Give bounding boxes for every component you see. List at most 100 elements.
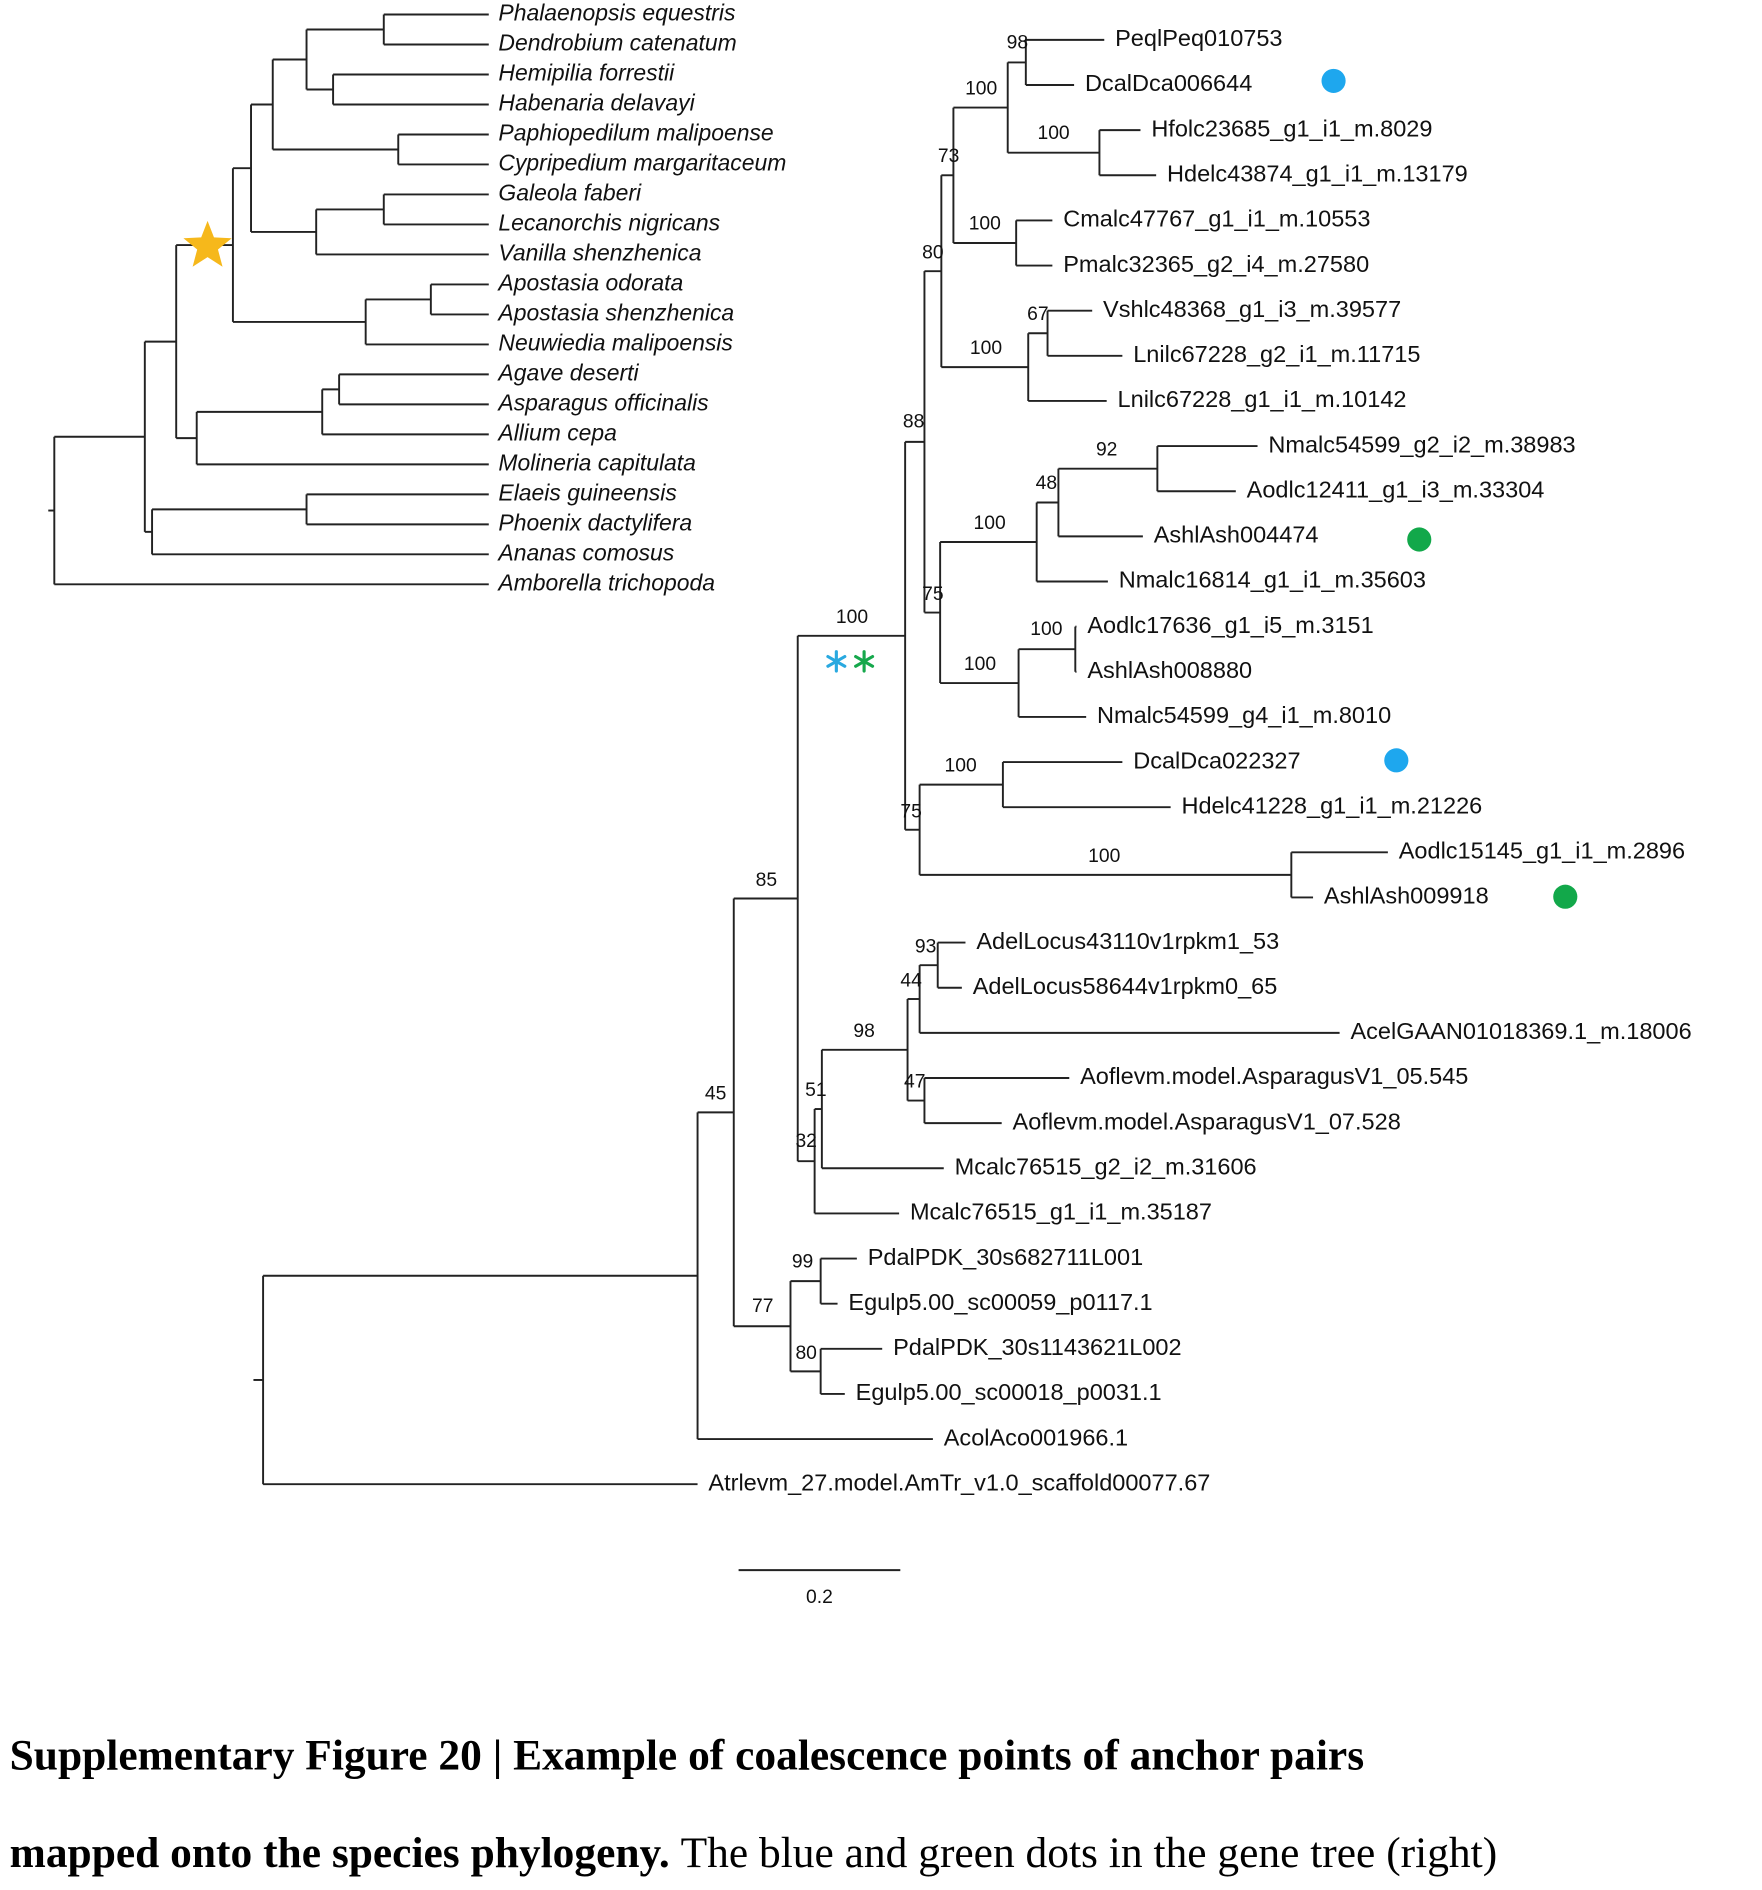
gene-label: Aoflevm.model.AsparagusV1_05.545 <box>1080 1063 1468 1089</box>
gene-label: AshlAsh008880 <box>1087 657 1252 683</box>
gene-label: Aodlc15145_g1_i1_m.2896 <box>1399 838 1685 864</box>
species-label: Apostasia shenzhenica <box>496 299 734 325</box>
gene-label: Nmalc54599_g4_i1_m.8010 <box>1097 702 1391 728</box>
species-label: Amborella trichopoda <box>496 569 715 595</box>
gene-label: Vshlc48368_g1_i3_m.39577 <box>1103 296 1401 322</box>
gene-label: AdelLocus58644v1rpkm0_65 <box>973 973 1278 999</box>
gene-label: Mcalc76515_g2_i2_m.31606 <box>955 1153 1257 1179</box>
caption-line: mapped onto the species phylogeny. The bl… <box>10 1829 1498 1877</box>
gene-label: Aoflevm.model.AsparagusV1_07.528 <box>1013 1108 1401 1134</box>
species-label: Ananas comosus <box>496 539 674 565</box>
support-value: 75 <box>900 801 921 822</box>
caption-text: The blue and green dots in the gene tree… <box>681 1829 1498 1877</box>
gene-label: DcalDca022327 <box>1133 747 1300 773</box>
blue-dot <box>1321 68 1346 93</box>
gene-label: Egulp5.00_sc00018_p0031.1 <box>856 1379 1162 1405</box>
species-label: Lecanorchis nigricans <box>498 210 720 236</box>
support-value: 100 <box>836 607 868 628</box>
support-value: 80 <box>795 1343 816 1364</box>
support-value: 80 <box>922 243 943 264</box>
support-value: 88 <box>903 412 924 433</box>
gene-label: DcalDca006644 <box>1085 70 1252 96</box>
gene-tree: PeqlPeq010753 DcalDca006644 Hfolc23685_g1_… <box>253 25 1692 1495</box>
species-label: Hemipilia forrestii <box>498 60 675 86</box>
gene-label: Egulp5.00_sc00059_p0117.1 <box>848 1289 1152 1315</box>
caption-title: mapped onto the species phylogeny. <box>10 1829 670 1877</box>
gene-label: PdalPDK_30s1143621L002 <box>893 1334 1182 1360</box>
support-value: 45 <box>705 1084 726 1105</box>
support-value: 92 <box>1096 439 1117 460</box>
species-label: Galeola faberi <box>498 180 642 206</box>
support-value: 98 <box>853 1021 874 1042</box>
support-value: 44 <box>900 970 922 991</box>
support-value: 48 <box>1036 473 1057 494</box>
asterisk-blue <box>826 650 847 673</box>
species-label: Phoenix dactylifera <box>498 509 692 535</box>
gene-label: AshlAsh004474 <box>1154 522 1319 548</box>
support-value: 47 <box>904 1072 925 1093</box>
green-dot <box>1407 527 1432 552</box>
gene-label: Nmalc16814_g1_i1_m.35603 <box>1119 567 1426 593</box>
species-label: Agave deserti <box>496 359 639 385</box>
support-value: 51 <box>805 1080 826 1101</box>
species-label: Asparagus officinalis <box>496 389 708 415</box>
star-marker <box>183 220 232 267</box>
support-value: 100 <box>1088 846 1120 867</box>
gene-label: Nmalc54599_g2_i2_m.38983 <box>1268 431 1575 457</box>
gene-label: AcelGAAN01018369.1_m.18006 <box>1350 1018 1691 1044</box>
species-label: Vanilla shenzhenica <box>498 240 701 266</box>
gene-label: Pmalc32365_g2_i4_m.27580 <box>1063 251 1369 277</box>
support-value: 67 <box>1027 304 1048 325</box>
support-value: 73 <box>938 146 959 167</box>
support-value: 100 <box>945 755 977 776</box>
support-value: 100 <box>965 78 997 99</box>
species-label: Apostasia odorata <box>496 269 683 295</box>
support-value: 32 <box>795 1131 816 1152</box>
gene-label: Hfolc23685_g1_i1_m.8029 <box>1151 115 1432 141</box>
species-label: Elaeis guineensis <box>498 479 676 505</box>
support-value: 100 <box>969 214 1001 235</box>
gene-label: Atrlevm_27.model.AmTr_v1.0_scaffold00077… <box>708 1469 1210 1495</box>
support-value: 98 <box>1007 33 1028 54</box>
support-value: 100 <box>1037 123 1069 144</box>
species-label: Cypripedium margaritaceum <box>498 150 786 176</box>
gene-label: Lnilc67228_g1_i1_m.10142 <box>1118 386 1407 412</box>
gene-label: AshlAsh009918 <box>1324 883 1489 909</box>
species-label: Habenaria delavayi <box>498 90 695 116</box>
gene-label: AdelLocus43110v1rpkm1_53 <box>976 928 1279 954</box>
caption-line: Supplementary Figure 20 | Example of coa… <box>10 1731 1364 1779</box>
support-value: 99 <box>792 1251 813 1272</box>
support-value: 100 <box>964 654 996 675</box>
gene-label: Hdelc41228_g1_i1_m.21226 <box>1182 792 1483 818</box>
gene-label: Aodlc17636_g1_i5_m.3151 <box>1087 612 1373 638</box>
blue-dot <box>1384 748 1409 773</box>
green-dot <box>1553 884 1578 909</box>
species-label: Molineria capitulata <box>498 449 696 475</box>
support-value: 100 <box>970 338 1002 359</box>
support-value: 100 <box>1030 619 1062 640</box>
gene-label: Mcalc76515_g1_i1_m.35187 <box>910 1199 1212 1225</box>
species-tree: Phalaenopsis equestris Dendrobium catenat… <box>48 0 786 595</box>
scale-bar-label: 0.2 <box>806 1587 833 1608</box>
species-label: Phalaenopsis equestris <box>498 0 735 26</box>
gene-label: AcolAco001966.1 <box>944 1424 1128 1450</box>
gene-label: Lnilc67228_g2_i1_m.11715 <box>1133 341 1420 367</box>
support-value: 77 <box>752 1296 773 1317</box>
asterisk-green <box>854 650 875 673</box>
gene-label: PdalPDK_30s682711L001 <box>868 1244 1143 1270</box>
gene-label: Aodlc12411_g1_i3_m.33304 <box>1247 476 1545 502</box>
gene-label: Hdelc43874_g1_i1_m.13179 <box>1167 160 1468 186</box>
support-value: 85 <box>756 870 777 891</box>
support-value: 93 <box>915 937 936 958</box>
support-value: 75 <box>922 584 943 605</box>
gene-label: PeqlPeq010753 <box>1115 25 1282 51</box>
species-label: Dendrobium catenatum <box>498 30 736 56</box>
species-label: Neuwiedia malipoensis <box>498 329 732 355</box>
species-label: Paphiopedilum malipoense <box>498 120 773 146</box>
species-label: Allium cepa <box>496 419 616 445</box>
support-value: 100 <box>974 513 1006 534</box>
gene-label: Cmalc47767_g1_i1_m.10553 <box>1063 206 1370 232</box>
